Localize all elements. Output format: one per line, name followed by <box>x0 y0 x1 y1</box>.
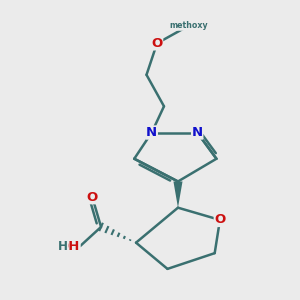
Polygon shape <box>173 182 182 208</box>
Text: O: O <box>87 191 98 204</box>
Text: N: N <box>146 126 157 139</box>
Text: H: H <box>58 240 68 253</box>
Text: methoxy: methoxy <box>169 21 208 30</box>
Text: N: N <box>192 126 203 139</box>
Text: O: O <box>152 37 163 50</box>
Text: OH: OH <box>58 240 80 253</box>
Text: O: O <box>214 213 226 226</box>
